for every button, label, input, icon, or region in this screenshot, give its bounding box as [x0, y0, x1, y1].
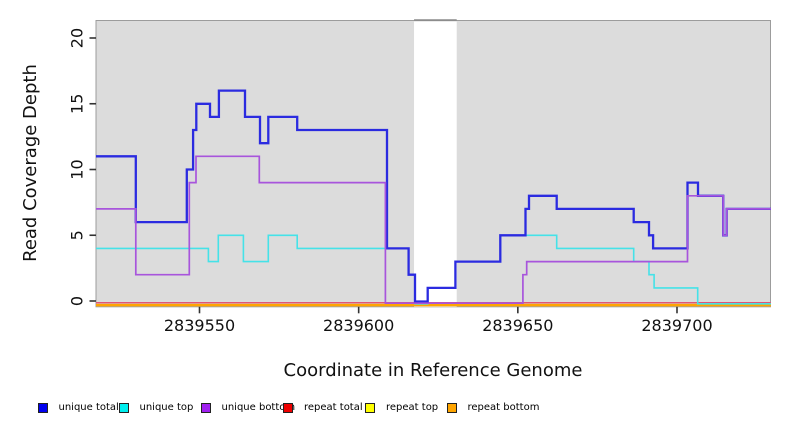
y-tick-label: 0 — [68, 296, 87, 306]
series-line-unique_total — [96, 89, 771, 303]
x-tick-label: 2839550 — [164, 316, 235, 335]
x-tick-label: 2839600 — [323, 316, 394, 335]
y-tick-label: 5 — [68, 230, 87, 240]
series-line-unique_bottom — [96, 155, 771, 305]
x-tick-label: 2839650 — [482, 316, 553, 335]
x-axis-title: Coordinate in Reference Genome — [284, 360, 583, 381]
gap-band — [414, 21, 457, 307]
y-tick-label: 20 — [68, 28, 87, 48]
y-axis-title: Read Coverage Depth — [20, 64, 41, 262]
x-tick-label: 2839700 — [641, 316, 712, 335]
y-tick-label: 10 — [68, 159, 87, 179]
y-tick-label: 15 — [68, 94, 87, 114]
chart-layer: 0 5 10 15 20 2839550 2839600 2839650 2839700 — [68, 19, 771, 335]
